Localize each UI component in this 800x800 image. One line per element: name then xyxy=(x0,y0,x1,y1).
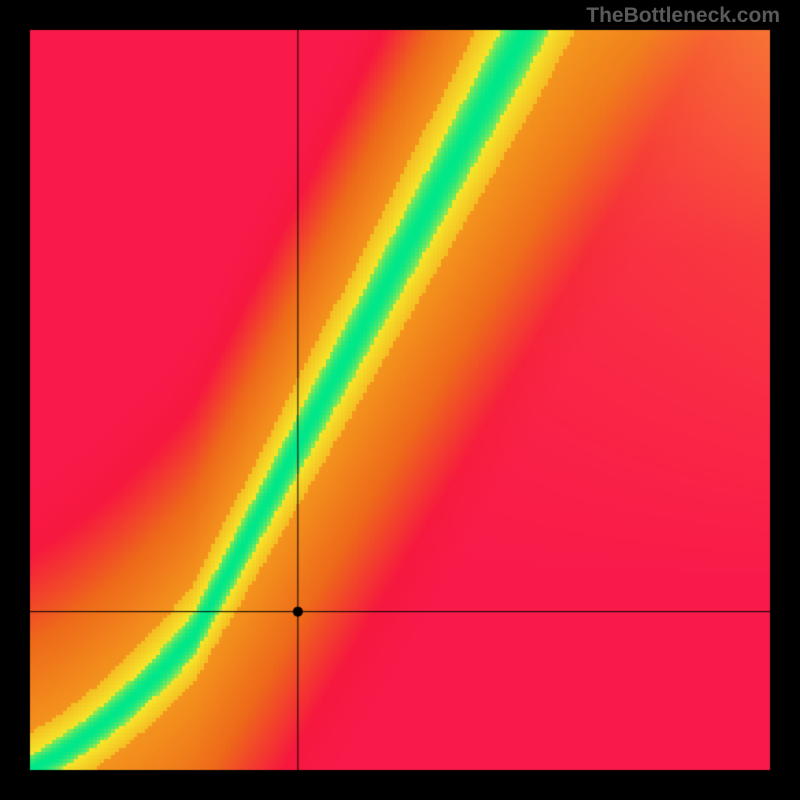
heatmap-canvas xyxy=(0,0,800,800)
watermark-text: TheBottleneck.com xyxy=(586,4,780,28)
chart-container: TheBottleneck.com xyxy=(0,0,800,800)
